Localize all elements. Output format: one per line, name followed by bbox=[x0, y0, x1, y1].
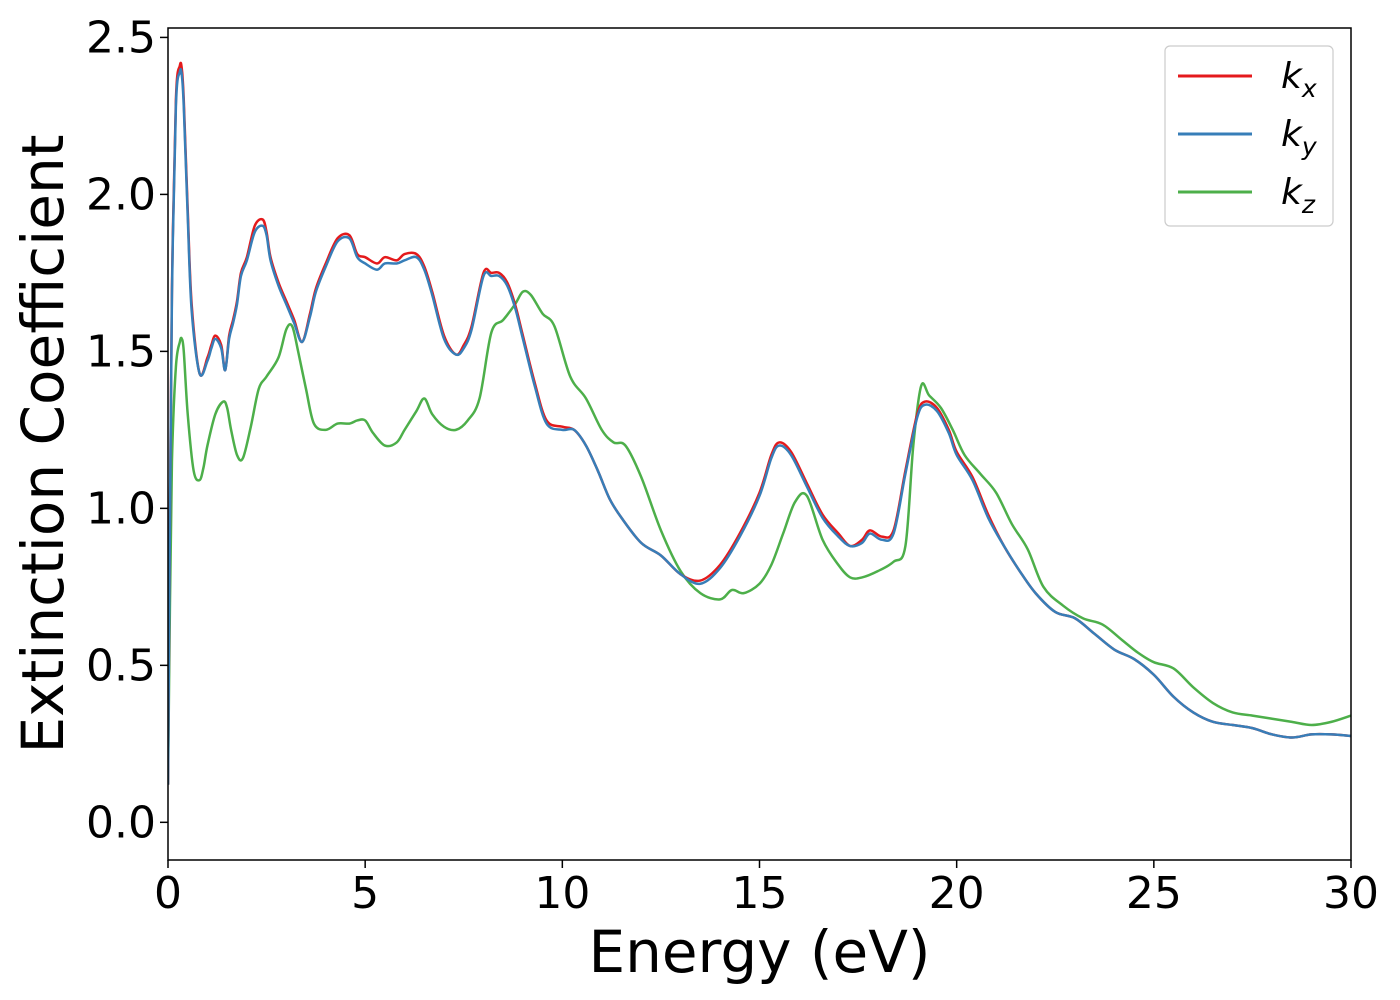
x-tick-label: 10 bbox=[534, 868, 590, 919]
ticks-layer: 0 5 10 15 20 25 30 0.0 0.5 1.0 1.5 2.0 2.5 bbox=[86, 12, 1379, 919]
y-tick-label: 0.5 bbox=[86, 640, 156, 691]
y-tick-label: 1.0 bbox=[86, 483, 156, 534]
y-axis-label: Extinction Coefficient bbox=[9, 135, 77, 754]
y-tick-label: 1.5 bbox=[86, 326, 156, 377]
legend-label-subscript: y bbox=[1301, 132, 1318, 161]
legend-box bbox=[1164, 45, 1334, 227]
legend-label-subscript: x bbox=[1301, 74, 1317, 103]
legend-label-y: ky bbox=[1281, 114, 1318, 161]
legend-label-base: k bbox=[1281, 114, 1304, 155]
y-tick-label: 0.0 bbox=[86, 797, 156, 848]
x-tick-label: 30 bbox=[1323, 868, 1379, 919]
legend-label-z: kz bbox=[1281, 172, 1316, 219]
series-line-y bbox=[168, 67, 1351, 785]
y-tick-label: 2.5 bbox=[86, 12, 156, 63]
series-line-z bbox=[168, 289, 1351, 785]
legend-label-base: k bbox=[1281, 172, 1304, 213]
x-axis-label: Energy (eV) bbox=[588, 918, 930, 986]
legend-label-subscript: z bbox=[1301, 190, 1316, 219]
series-layer bbox=[168, 61, 1351, 785]
y-tick-label: 2.0 bbox=[86, 169, 156, 220]
legend-label-x: kx bbox=[1281, 56, 1317, 103]
x-tick-label: 15 bbox=[732, 868, 788, 919]
x-tick-label: 25 bbox=[1126, 868, 1182, 919]
legend-label-base: k bbox=[1281, 56, 1304, 97]
x-tick-label: 5 bbox=[351, 868, 379, 919]
x-tick-label: 20 bbox=[929, 868, 985, 919]
x-tick-label: 0 bbox=[154, 868, 182, 919]
